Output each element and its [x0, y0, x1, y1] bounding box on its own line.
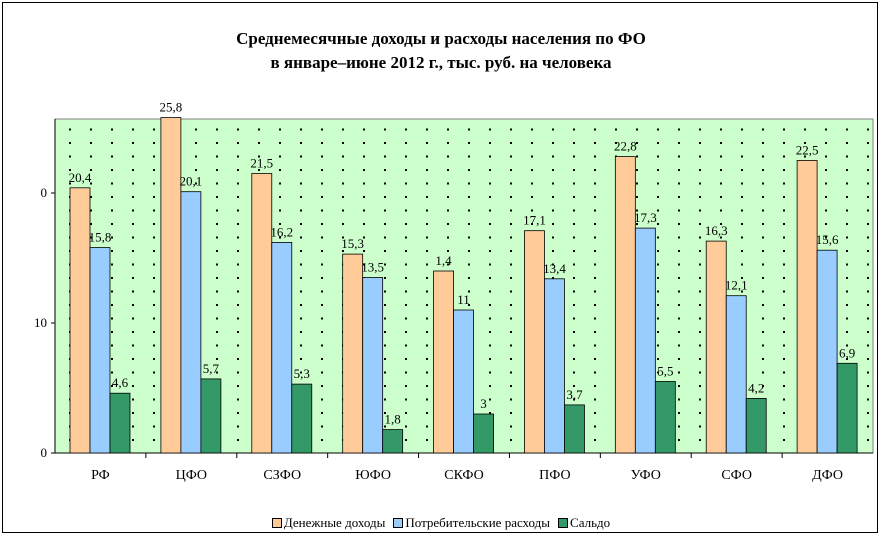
data-label: 21,5 [250, 156, 273, 171]
bar [544, 278, 565, 454]
legend-label: Сальдо [570, 515, 611, 530]
bar [251, 173, 273, 454]
data-label: 4,2 [748, 380, 764, 395]
data-label: 13,4 [543, 261, 566, 276]
bar [69, 187, 91, 454]
data-label: 17,3 [634, 210, 657, 225]
legend-label: Денежные доходы [283, 515, 386, 530]
data-label: 5,7 [203, 361, 220, 376]
data-label: 20,1 [180, 174, 203, 189]
x-tick-label: СЗФО [263, 468, 301, 483]
y-tick-label: 0 [41, 445, 48, 460]
x-tick-label: ПФО [539, 468, 570, 483]
data-label: 15,3 [341, 236, 364, 251]
bar [200, 378, 222, 454]
data-label: 15,8 [89, 230, 112, 245]
x-tick-label: СКФО [444, 468, 483, 483]
legend-swatch [393, 518, 404, 528]
x-tick-label: РФ [91, 468, 110, 483]
bar [342, 253, 364, 454]
legend-swatch [558, 518, 569, 528]
bar [614, 156, 636, 454]
data-label: 13,5 [361, 260, 384, 275]
chart-title-line2: в январе–июне 2012 г., тыс. руб. на чело… [270, 53, 612, 72]
bar [654, 381, 676, 454]
legend-item: Потребительские расходы [393, 515, 550, 531]
bar [796, 160, 818, 454]
x-tick-label: СФО [721, 468, 752, 483]
bar [160, 117, 182, 454]
chart-title-line1: Среднемесячные доходы и расходы населени… [236, 29, 646, 48]
bar [725, 295, 747, 454]
data-label: 5,3 [294, 366, 310, 381]
bar [291, 383, 313, 454]
bar [453, 309, 474, 454]
data-label: 20,4 [69, 170, 92, 185]
data-label: 6,9 [839, 345, 855, 360]
data-label: 22,8 [614, 139, 637, 154]
bar [362, 277, 384, 454]
bar [89, 247, 111, 454]
bar [816, 249, 838, 454]
legend-swatch [271, 518, 282, 528]
bar [382, 429, 404, 454]
data-label: 16,2 [270, 224, 293, 239]
legend-item: Денежные доходы [271, 515, 386, 531]
data-label: 1,8 [385, 412, 401, 427]
bar [271, 241, 293, 454]
x-tick-label: ЮФО [355, 468, 391, 483]
bar-chart: 20,4 15,8 4,6 25,8 20,1 5,7 21,5 16,2 5,3 15,3 13,… [34, 100, 874, 483]
data-label: 25,8 [160, 100, 183, 115]
legend: Денежные доходы Потребительские расходы Са… [3, 515, 879, 532]
bar [705, 240, 727, 454]
bar [836, 362, 858, 454]
x-tick-label: УФО [631, 468, 661, 483]
x-tick-label: ДФО [812, 468, 843, 483]
bar [109, 392, 131, 454]
bar [524, 230, 545, 454]
bar [433, 270, 454, 454]
data-label: 17,1 [523, 213, 546, 228]
data-label: 4,6 [112, 375, 129, 390]
bar [180, 191, 202, 454]
data-label: 12,1 [725, 278, 748, 293]
bar [473, 413, 494, 454]
y-tick-label: 0 [41, 185, 48, 200]
bar [634, 227, 656, 454]
data-label: 3,7 [566, 387, 583, 402]
legend-label: Потребительские расходы [405, 515, 551, 530]
data-label: 11 [457, 292, 470, 307]
data-label: 3 [480, 396, 487, 411]
bar [745, 397, 767, 454]
bar [564, 404, 585, 454]
data-label: 16,3 [705, 223, 728, 238]
y-tick-label: 10 [34, 315, 47, 330]
data-label: 22,5 [796, 143, 819, 158]
data-label: 5,5 [657, 364, 673, 379]
legend-item: Сальдо [558, 515, 610, 531]
data-label: 1,4 [435, 253, 452, 268]
x-tick-label: ЦФО [176, 468, 207, 483]
data-label: 15,6 [816, 232, 839, 247]
